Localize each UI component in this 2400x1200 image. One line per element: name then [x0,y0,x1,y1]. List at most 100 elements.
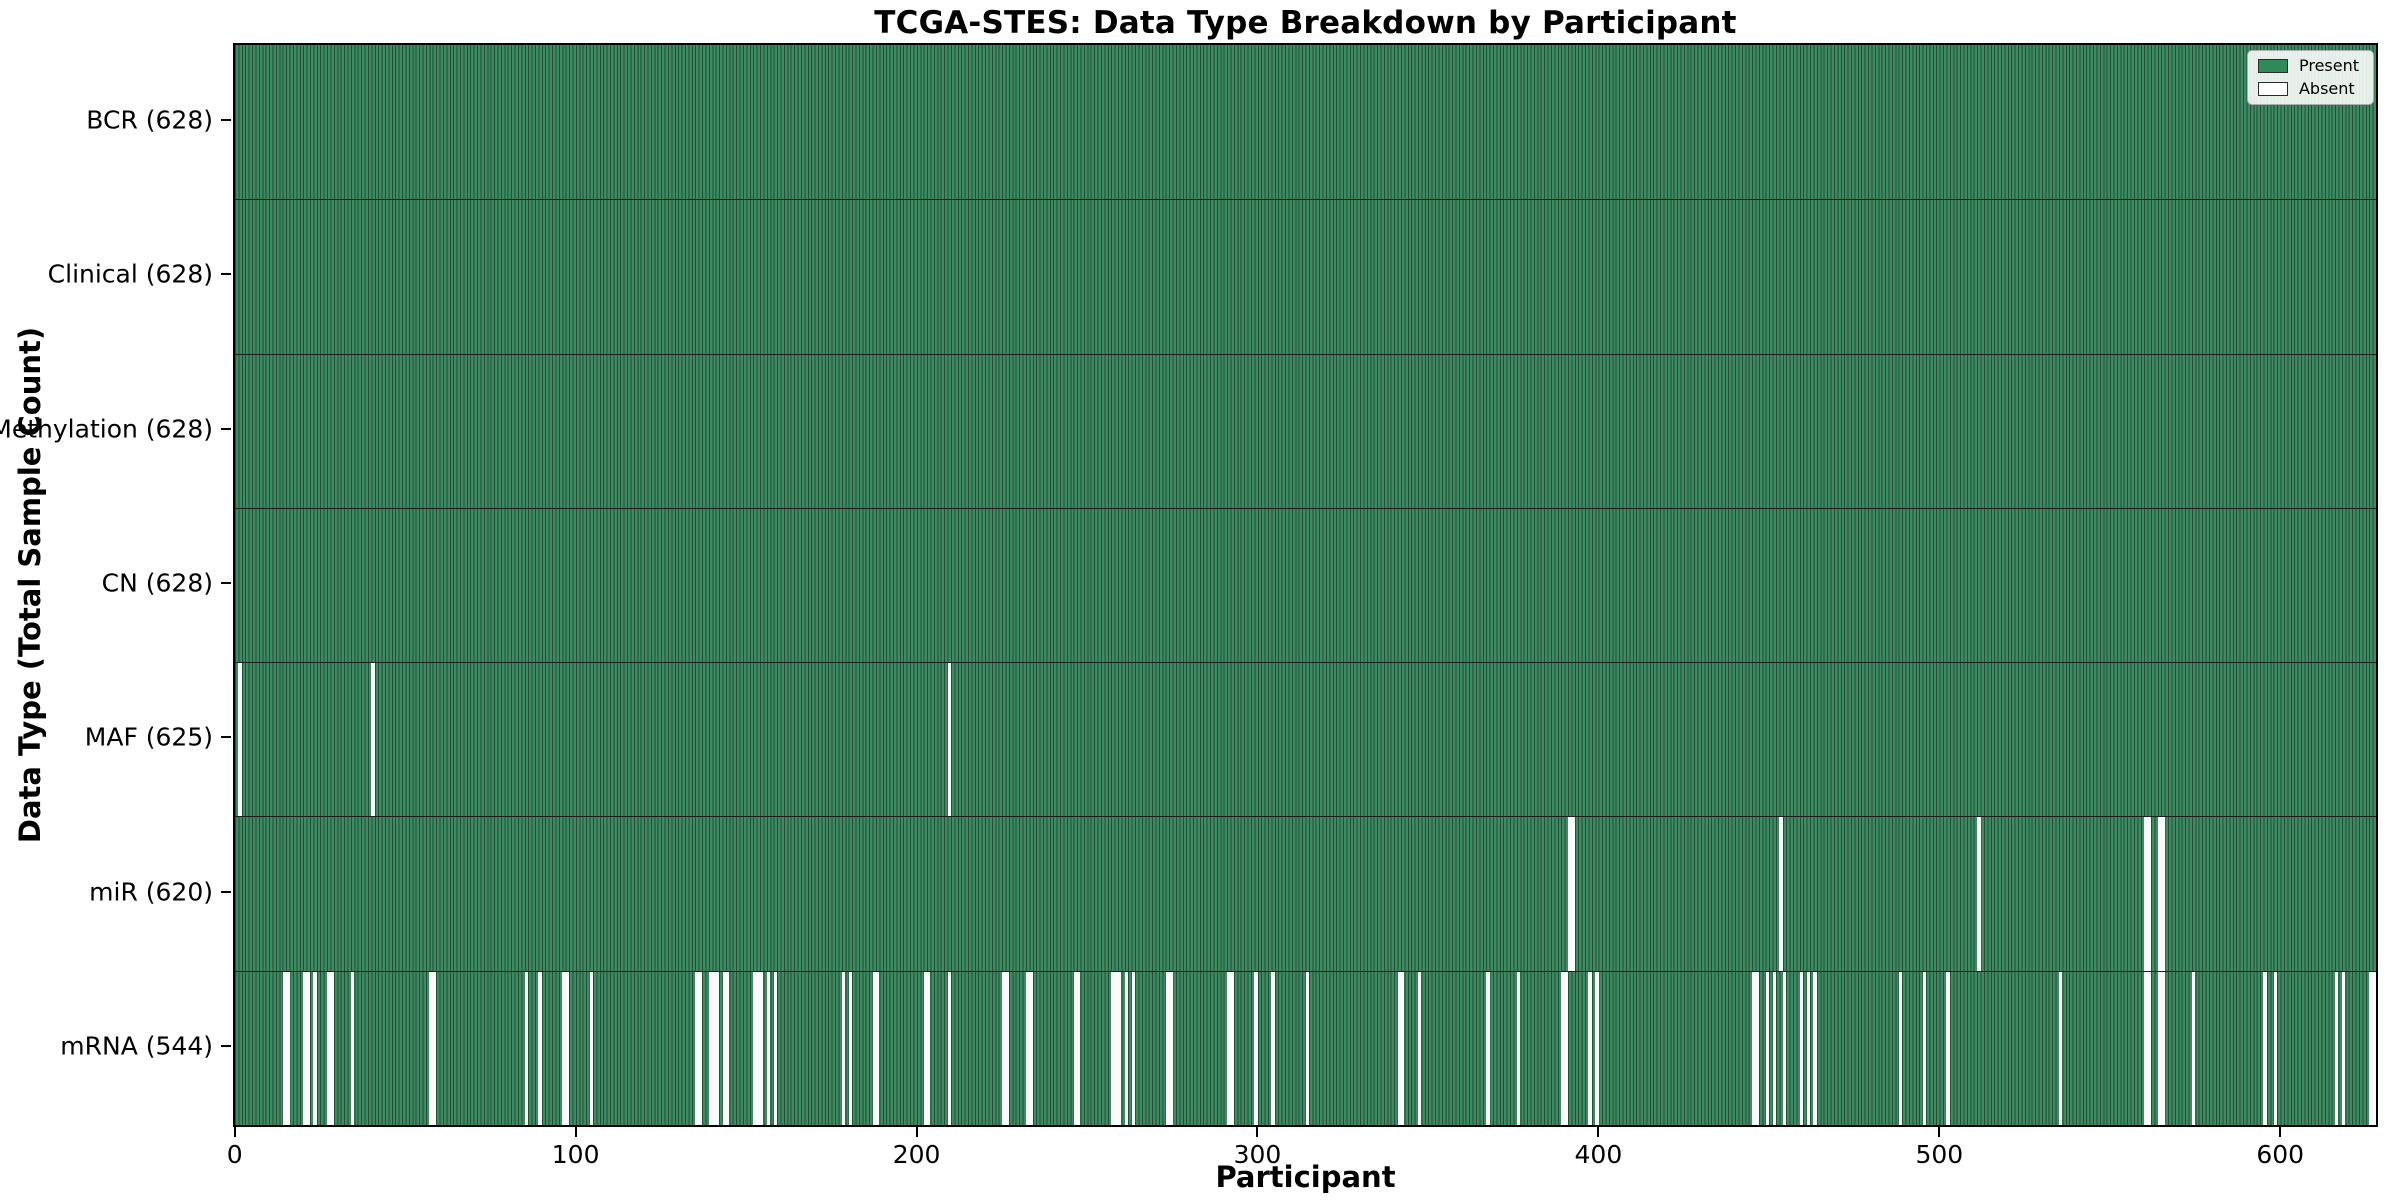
absent-gap [1765,971,1770,1125]
absent-gap [1946,971,1950,1125]
absent-gap [589,971,593,1125]
absent-gap [524,971,529,1125]
chart-title: TCGA-STES: Data Type Breakdown by Partic… [874,5,1737,41]
presence-row-BCR [235,45,2376,200]
absent-gap [1806,971,1811,1125]
absent-gap [773,971,778,1125]
absent-gap [1131,971,1136,1125]
absent-gap [2369,971,2376,1125]
x-tick-mark [574,1127,577,1137]
absent-gap [947,971,951,1125]
absent-gap [1595,971,1599,1125]
absent-gap [1305,971,1309,1125]
x-axis-label: Participant [1215,1160,1396,1194]
absent-gap [303,971,310,1125]
legend-entry-present: Present [2257,56,2359,75]
x-tick-mark [1256,1127,1259,1137]
y-tick-label-Clinical: Clinical (628) [47,259,213,289]
y-tick-label-BCR: BCR (628) [86,105,213,135]
absent-gap [708,971,720,1125]
x-tick-label-100: 100 [551,1140,600,1169]
absent-swatch-icon [2257,82,2288,96]
absent-gap [538,971,542,1125]
absent-gap [841,971,846,1125]
x-tick-mark [1938,1127,1941,1137]
x-tick-mark [2279,1127,2282,1137]
absent-gap [695,971,703,1125]
x-tick-label-300: 300 [1233,1140,1282,1169]
absent-gap [1486,971,1490,1125]
y-tick-mark [221,890,231,893]
y-tick-mark [221,582,231,584]
absent-gap [1227,971,1234,1125]
absent-gap [2263,971,2267,1125]
y-axis: BCR (628) Clinical (628) Methylation (628)… [0,43,231,1127]
x-axis: 0 100 200 300 400 500 600 [227,1127,2378,1183]
presence-row-miR [235,816,2376,971]
y-tick-label-miR: miR (620) [89,877,213,907]
legend-entry-absent: Absent [2257,79,2359,98]
absent-gap [2335,971,2339,1125]
absent-gap [1779,817,1783,971]
y-tick-mark [221,736,231,739]
absent-gap [2157,817,2165,971]
x-tick-label-400: 400 [1574,1140,1623,1169]
absent-gap [1977,817,1981,971]
absent-gap [1922,971,1926,1125]
absent-gap [1124,971,1129,1125]
absent-gap [1025,971,1033,1125]
absent-gap [1002,971,1009,1125]
y-tick-mark [221,119,231,122]
legend-absent-label: Absent [2298,79,2355,98]
x-tick-label-500: 500 [1915,1140,1964,1169]
absent-gap [1111,971,1122,1125]
absent-gap [947,663,951,817]
plot-area: Present Absent [233,43,2378,1127]
legend: Present Absent [2246,50,2374,105]
x-tick-label-0: 0 [226,1140,243,1169]
absent-gap [1271,971,1275,1125]
absent-gap [1799,971,1804,1125]
y-tick-mark [221,427,231,430]
absent-gap [429,971,437,1125]
absent-gap [282,971,290,1125]
absent-gap [722,971,730,1125]
y-tick-label-MAF: MAF (625) [84,722,213,752]
y-tick-label-Methylation: Methylation (628) [0,414,213,444]
y-tick-label-CN: CN (628) [101,568,213,598]
presence-row-MAF [235,662,2376,817]
absent-gap [1165,971,1173,1125]
absent-gap [1898,971,1903,1125]
absent-gap [872,971,880,1125]
absent-gap [1588,971,1592,1125]
absent-gap [766,971,771,1125]
absent-gap [2273,971,2278,1125]
y-tick-mark [221,273,231,276]
absent-gap [2144,971,2151,1125]
absent-gap [2191,971,2196,1125]
absent-gap [2144,817,2151,971]
presence-row-mRNA [235,970,2376,1125]
absent-gap [1561,971,1568,1125]
absent-gap [313,971,317,1125]
absent-gap [2157,971,2165,1125]
absent-gap [1782,971,1787,1125]
absent-gap [1813,971,1817,1125]
absent-gap [2341,971,2346,1125]
x-tick-label-600: 600 [2256,1140,2305,1169]
absent-gap [848,971,853,1125]
absent-gap [1752,971,1759,1125]
x-tick-mark [915,1127,918,1137]
absent-gap [1397,971,1405,1125]
absent-gap [327,971,334,1125]
absent-gap [1568,817,1575,971]
absent-gap [1254,971,1258,1125]
presence-matrix [235,45,2376,1125]
x-tick-label-200: 200 [892,1140,941,1169]
absent-gap [1516,971,1521,1125]
absent-gap [2058,971,2063,1125]
presence-row-Methylation [235,353,2376,508]
presence-row-Clinical [235,199,2376,354]
legend-present-label: Present [2298,56,2359,75]
present-swatch-icon [2257,59,2288,73]
